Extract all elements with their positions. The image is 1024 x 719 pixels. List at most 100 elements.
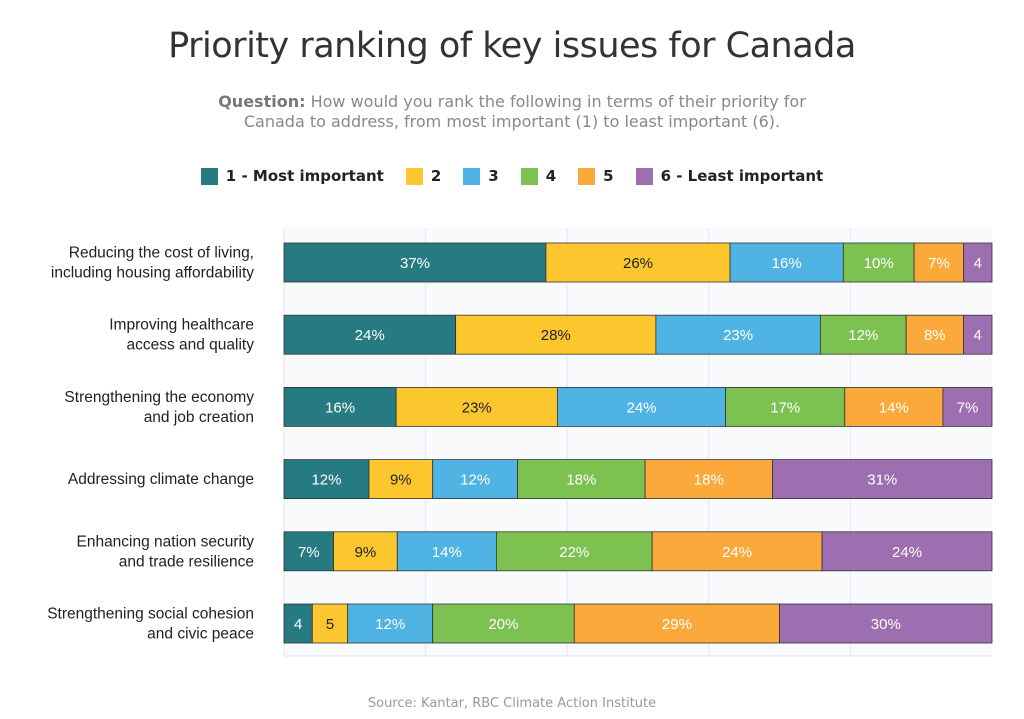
category-label: including housing affordability xyxy=(51,265,254,282)
legend-label: 6 - Least important xyxy=(660,167,824,185)
bar-segment xyxy=(772,459,993,500)
bar-value-label: 8% xyxy=(924,327,946,344)
bar-value-label: 12% xyxy=(848,327,878,344)
bar-segment xyxy=(368,459,434,500)
bar-segment xyxy=(779,603,993,644)
bar-segment xyxy=(651,531,823,572)
legend-item: 1 - Most important xyxy=(200,167,384,185)
category-label: Improving healthcare xyxy=(109,317,254,334)
bar-segment xyxy=(283,459,370,500)
category-label: Enhancing nation security xyxy=(76,533,254,550)
question-text: How would you rank the following in term… xyxy=(243,92,806,131)
bar-value-label: 5 xyxy=(326,616,334,633)
bar-segment xyxy=(942,386,993,427)
bar-value-label: 29% xyxy=(662,616,692,633)
bar-value-label: 28% xyxy=(541,327,571,344)
bar-segment xyxy=(283,603,313,644)
category-label: Reducing the cost of living, xyxy=(69,245,254,262)
bar-value-label: 16% xyxy=(325,399,355,416)
legend-swatch xyxy=(635,167,653,185)
category-label: and job creation xyxy=(144,409,254,426)
bar-segment xyxy=(432,603,575,644)
legend-swatch xyxy=(405,167,423,185)
bar-segment xyxy=(283,314,457,355)
bar-segment xyxy=(844,386,944,427)
bar-value-label: 18% xyxy=(694,472,724,489)
bar-value-label: 22% xyxy=(559,544,589,561)
bar-value-label: 20% xyxy=(488,616,518,633)
bar-segment xyxy=(905,314,964,355)
bar-value-label: 31% xyxy=(867,472,897,489)
bar-value-label: 30% xyxy=(871,616,901,633)
bar-value-label: 12% xyxy=(375,616,405,633)
bar-segment xyxy=(725,386,846,427)
legend-item: 5 xyxy=(578,167,614,185)
bar-segment xyxy=(962,314,993,355)
bar-segment xyxy=(655,314,821,355)
bar-segment xyxy=(495,531,653,572)
bar-segment xyxy=(283,531,334,572)
bar-segment xyxy=(432,459,519,500)
bar-segment xyxy=(963,242,993,283)
legend-swatch xyxy=(520,167,538,185)
bar-value-label: 24% xyxy=(722,544,752,561)
bar-value-label: 14% xyxy=(432,544,462,561)
bar-segment xyxy=(842,242,915,283)
category-label: and trade resilience xyxy=(119,553,254,570)
bar-segment xyxy=(396,531,497,572)
bar-value-label: 4 xyxy=(974,255,982,272)
bar-value-label: 9% xyxy=(355,544,377,561)
bar-value-label: 24% xyxy=(892,544,922,561)
bar-value-label: 12% xyxy=(460,472,490,489)
question-label: Question: xyxy=(218,92,306,111)
bar-value-label: 7% xyxy=(957,399,979,416)
legend-label: 4 xyxy=(545,167,557,185)
bar-value-label: 26% xyxy=(623,255,653,272)
bar-value-label: 10% xyxy=(864,255,894,272)
legend-swatch xyxy=(578,167,596,185)
bar-value-label: 9% xyxy=(390,472,412,489)
legend-label: 3 xyxy=(488,167,499,185)
bar-value-label: 17% xyxy=(770,399,800,416)
source-note: Source: Kantar, RBC Climate Action Insti… xyxy=(367,696,657,711)
legend-label: 2 xyxy=(430,167,442,185)
bar-value-label: 4 xyxy=(974,327,982,344)
category-label: Addressing climate change xyxy=(68,471,254,488)
bar-segment xyxy=(455,314,657,355)
bar-value-label: 18% xyxy=(566,472,596,489)
bar-segment xyxy=(556,386,727,427)
bar-value-label: 37% xyxy=(400,255,430,272)
plot-area xyxy=(284,228,992,656)
bar-segment xyxy=(573,603,781,644)
category-label: and civic peace xyxy=(147,626,254,643)
bar-segment xyxy=(819,314,907,355)
legend-swatch xyxy=(463,167,481,185)
chart-subtitle: Question: How would you rank the followi… xyxy=(200,92,824,132)
bar-segment xyxy=(821,531,993,572)
bar-segment xyxy=(395,386,558,427)
bar-value-label: 7% xyxy=(928,255,950,272)
legend-item: 2 xyxy=(405,167,442,185)
bar-value-label: 7% xyxy=(298,544,320,561)
legend-item: 4 xyxy=(520,167,557,185)
legend-swatch xyxy=(200,167,218,185)
bar-value-label: 23% xyxy=(723,327,753,344)
legend-item: 6 - Least important xyxy=(635,167,824,185)
bar-value-label: 12% xyxy=(311,472,341,489)
legend: 1 - Most important 2 3 4 5 6 - Least importan… xyxy=(0,167,1024,185)
category-label: access and quality xyxy=(126,337,254,354)
bar-value-label: 4 xyxy=(294,616,302,633)
legend-item: 3 xyxy=(463,167,499,185)
bar-value-label: 23% xyxy=(462,399,492,416)
chart-title: Priority ranking of key issues for Canad… xyxy=(168,26,856,66)
bar-segment xyxy=(311,603,349,644)
bar-value-label: 24% xyxy=(355,327,385,344)
category-label: Strengthening the economy xyxy=(64,389,254,406)
bar-value-label: 24% xyxy=(626,399,656,416)
bar-segment xyxy=(283,242,547,283)
bar-value-label: 14% xyxy=(879,399,909,416)
bar-value-label: 16% xyxy=(772,255,802,272)
category-label: Strengthening social cohesion xyxy=(47,606,254,623)
legend-label: 5 xyxy=(603,167,614,185)
